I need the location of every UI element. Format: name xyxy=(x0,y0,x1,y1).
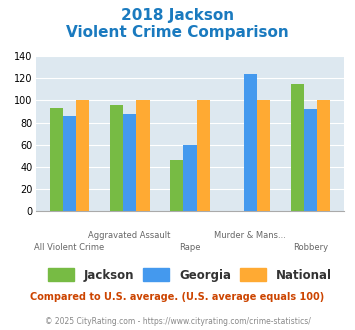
Text: All Violent Crime: All Violent Crime xyxy=(34,243,104,252)
Text: Robbery: Robbery xyxy=(293,243,328,252)
Bar xyxy=(50,108,63,211)
Bar xyxy=(110,105,123,211)
Text: Violent Crime Comparison: Violent Crime Comparison xyxy=(66,25,289,40)
Bar xyxy=(257,100,270,211)
Text: Murder & Mans...: Murder & Mans... xyxy=(214,231,286,240)
Bar xyxy=(170,160,183,211)
Text: © 2025 CityRating.com - https://www.cityrating.com/crime-statistics/: © 2025 CityRating.com - https://www.city… xyxy=(45,317,310,326)
Bar xyxy=(290,84,304,211)
Bar xyxy=(76,100,89,211)
Text: 2018 Jackson: 2018 Jackson xyxy=(121,8,234,23)
Text: Rape: Rape xyxy=(179,243,201,252)
Bar xyxy=(317,100,330,211)
Bar xyxy=(136,100,149,211)
Bar xyxy=(304,109,317,211)
Bar xyxy=(63,116,76,211)
Text: Aggravated Assault: Aggravated Assault xyxy=(88,231,171,240)
Bar xyxy=(123,114,136,211)
Bar xyxy=(197,100,210,211)
Bar xyxy=(244,74,257,211)
Bar xyxy=(183,145,197,211)
Text: Compared to U.S. average. (U.S. average equals 100): Compared to U.S. average. (U.S. average … xyxy=(31,292,324,302)
Legend: Jackson, Georgia, National: Jackson, Georgia, National xyxy=(43,264,337,286)
